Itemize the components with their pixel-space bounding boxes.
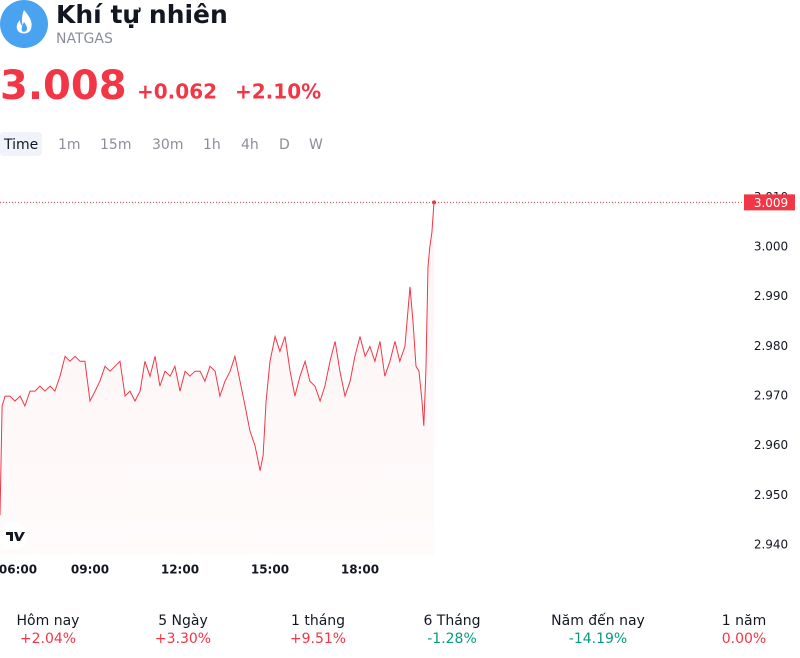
period-label[interactable]: Hôm nay — [17, 613, 80, 629]
period-change: +9.51% — [290, 631, 346, 647]
y-tick-label: 3.000 — [754, 240, 788, 254]
period-label[interactable]: 6 Tháng — [423, 613, 480, 629]
title: Khí tự nhiên — [56, 0, 228, 29]
x-tick-label: 06:00 — [0, 563, 37, 577]
period-label[interactable]: 5 Ngày — [158, 613, 208, 629]
symbol: NATGAS — [56, 31, 113, 47]
y-tick-label: 2.980 — [754, 339, 788, 353]
x-tick-label: 12:00 — [161, 563, 199, 577]
logo-mark — [6, 532, 25, 541]
y-tick-label: 2.950 — [754, 488, 788, 502]
performance-row: Hôm nay +2.04% 5 Ngày +3.30% 1 tháng +9.51% 6 … — [17, 612, 767, 647]
period-change: -14.19% — [569, 631, 627, 647]
timeframe-button[interactable]: D — [279, 137, 290, 153]
y-tick-label: 2.960 — [754, 438, 788, 452]
timeframe-button[interactable]: Time — [3, 137, 38, 153]
last-price-label: 3.009 — [754, 196, 788, 210]
flame-inner — [21, 22, 28, 32]
y-tick-label: 2.990 — [754, 289, 788, 303]
timeframe-bar: Time 1m 15m 30m 1h 4h D W — [0, 132, 323, 156]
tv-logo — [0, 522, 27, 550]
area-fill — [0, 202, 434, 555]
period-change: 0.00% — [722, 631, 766, 647]
timeframe-button[interactable]: 15m — [100, 137, 131, 153]
period-change: +2.04% — [20, 631, 76, 647]
last-price-tag — [744, 194, 795, 211]
logo-bg — [0, 522, 27, 550]
timeframe-button[interactable]: W — [309, 137, 323, 153]
x-tick-label: 15:00 — [251, 563, 289, 577]
plot: 2.9402.9502.9602.9702.9802.9903.0003.010… — [0, 190, 795, 577]
timeframe-button[interactable]: 4h — [241, 137, 259, 153]
last-price-dot — [432, 200, 437, 205]
price: 3.008 — [0, 63, 127, 109]
timeframe-selected-bg — [0, 132, 42, 156]
timeframe-button[interactable]: 30m — [152, 137, 183, 153]
period-label[interactable]: 1 năm — [722, 613, 766, 629]
price-line — [0, 202, 435, 516]
price-change-pct: +2.10% — [235, 80, 321, 104]
period-label[interactable]: Năm đến nay — [551, 612, 645, 629]
timeframe-button[interactable]: 1m — [58, 137, 81, 153]
flame-icon — [16, 10, 32, 34]
timeframe-button[interactable]: 1h — [203, 137, 221, 153]
period-change: -1.28% — [427, 631, 477, 647]
period-label[interactable]: 1 tháng — [291, 613, 345, 629]
price-change: +0.062 — [137, 80, 217, 104]
y-tick-label: 2.940 — [754, 538, 788, 552]
y-tick-label: 2.970 — [754, 389, 788, 403]
x-tick-label: 18:00 — [341, 563, 379, 577]
x-tick-label: 09:00 — [71, 563, 109, 577]
period-change: +3.30% — [155, 631, 211, 647]
